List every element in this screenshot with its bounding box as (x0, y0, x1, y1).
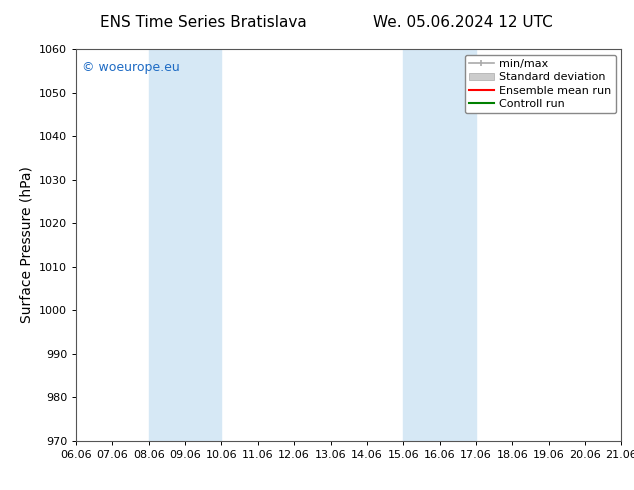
Legend: min/max, Standard deviation, Ensemble mean run, Controll run: min/max, Standard deviation, Ensemble me… (465, 54, 616, 114)
Text: © woeurope.eu: © woeurope.eu (82, 61, 179, 74)
Text: We. 05.06.2024 12 UTC: We. 05.06.2024 12 UTC (373, 15, 553, 30)
Text: ENS Time Series Bratislava: ENS Time Series Bratislava (100, 15, 306, 30)
Bar (149, 49, 221, 441)
Bar (403, 49, 476, 441)
Y-axis label: Surface Pressure (hPa): Surface Pressure (hPa) (20, 167, 34, 323)
